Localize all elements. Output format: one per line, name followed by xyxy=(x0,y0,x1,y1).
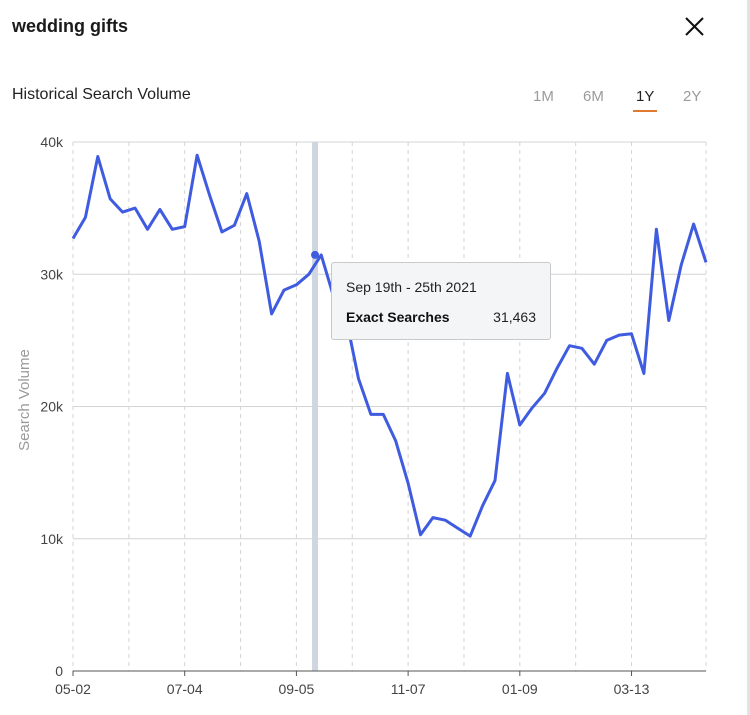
close-icon[interactable] xyxy=(680,12,710,42)
hover-point[interactable] xyxy=(311,250,320,259)
chart-subtitle: Historical Search Volume xyxy=(12,86,191,103)
y-tick-label: 10k xyxy=(40,531,64,547)
x-tick-label: 01-09 xyxy=(502,681,538,697)
hover-band xyxy=(312,142,319,671)
x-tick-label: 07-04 xyxy=(167,681,203,697)
active-range-indicator xyxy=(633,110,657,112)
chart-grid xyxy=(72,141,707,671)
close-button[interactable] xyxy=(680,12,710,42)
x-tick-label: 09-05 xyxy=(279,681,315,697)
series-line xyxy=(71,153,708,538)
hover-band-layer xyxy=(312,142,319,671)
x-tick-label: 05-02 xyxy=(55,681,91,697)
x-tick-label: 11-07 xyxy=(391,681,426,697)
keyword-title: wedding gifts xyxy=(12,16,128,36)
y-tick-label: 20k xyxy=(40,399,64,415)
range-tab-2y[interactable]: 2Y xyxy=(683,88,702,105)
y-axis-title: Search Volume xyxy=(16,349,33,451)
tooltip-value: 31,463 xyxy=(493,309,536,325)
x-tick-label: 03-13 xyxy=(614,681,650,697)
chart-tooltip: Sep 19th - 25th 2021 Exact Searches 31,4… xyxy=(331,262,551,340)
chart-axes: 0 10k 20k 30k 40k 05-02 07-04 09-05 11-07 01-09 03… xyxy=(40,134,706,697)
tooltip-date: Sep 19th - 25th 2021 xyxy=(346,279,477,295)
range-tab-1y[interactable]: 1Y xyxy=(636,88,655,105)
y-tick-label: 40k xyxy=(40,134,64,150)
series-layer xyxy=(71,153,708,538)
panel-edge xyxy=(747,0,750,715)
tooltip-label: Exact Searches xyxy=(346,309,450,325)
range-tab-1m[interactable]: 1M xyxy=(533,88,554,105)
y-tick-label: 0 xyxy=(55,663,63,679)
y-tick-label: 30k xyxy=(40,266,64,282)
range-tab-6m[interactable]: 6M xyxy=(583,88,604,105)
